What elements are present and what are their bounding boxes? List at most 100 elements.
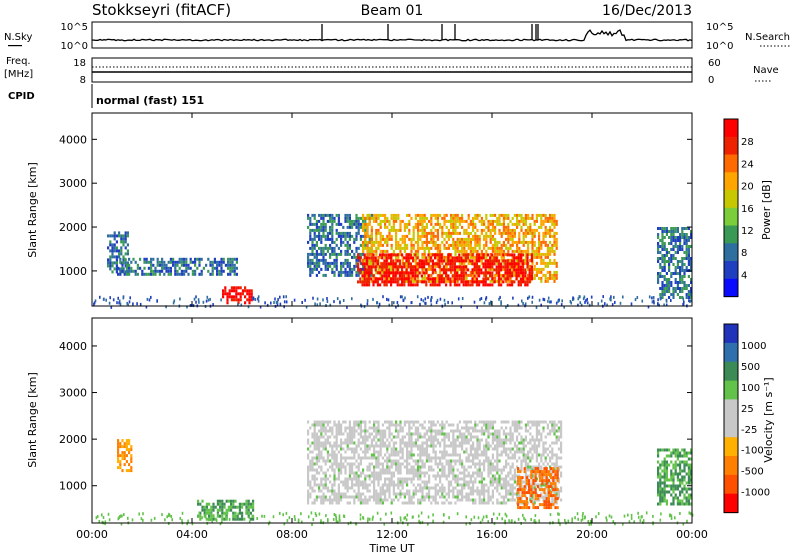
velocity-cell-2 [344,450,347,454]
velocity-cell-0 [130,445,133,449]
velocity-cell-2 [379,429,382,433]
power-cell-4 [500,231,503,235]
power-cell-0 [118,231,121,235]
velocity-cell-2 [414,429,417,433]
power-cell-3 [315,255,318,259]
velocity-cell-0 [130,457,133,461]
power-cell-5 [405,271,408,275]
velocity-cell-2 [335,441,338,445]
velocity-cell-2 [381,486,384,490]
velocity-cell-2 [483,432,486,436]
power-cell-4 [386,225,389,229]
velocity-cell-2 [359,462,362,466]
power-cell-5 [357,265,360,269]
velocity-cell-0 [119,454,122,458]
power-cell-4 [436,237,439,241]
power-cell-4 [434,222,437,226]
power-cell-6 [668,269,671,272]
power-cell-4 [368,252,371,256]
velocity-cell-2 [500,501,503,505]
velocity-cell-2 [395,492,398,496]
velocity-cell-2 [373,492,376,496]
power-ground-scatter [377,305,380,309]
velocity-cell-2 [454,462,457,466]
velocity-cell-2 [511,474,514,478]
noise-left-label: N.Sky [4,32,32,43]
velocity-cell-2 [370,456,373,460]
velocity-cell-2 [318,486,321,490]
power-cell-5 [438,253,441,257]
velocity-cell-2 [357,444,360,448]
velocity-cell-2 [375,456,378,460]
velocity-cell-0 [128,439,131,443]
power-cell-4 [419,222,422,226]
power-cell-3 [353,264,356,268]
power-cell-5 [506,271,509,275]
velocity-cell-2 [322,441,325,445]
power-cell-1 [134,260,137,264]
power-cell-5 [438,274,441,278]
power-cell-5 [491,253,494,257]
power-cell-3 [315,240,318,244]
power-cell-1 [163,272,166,276]
velocity-cell-2 [353,456,356,460]
velocity-cell-2 [353,441,356,445]
power-ytick-label: 2000 [59,221,87,234]
velocity-cell-2 [485,420,488,424]
velocity-cell-2 [421,489,424,493]
velocity-cell-2 [456,468,459,472]
power-cell-5 [451,262,454,266]
power-cell-4 [428,258,431,262]
power-cell-4 [522,222,525,226]
power-cell-4 [480,231,483,235]
power-cell-1 [213,266,216,270]
velocity-cell-2 [307,441,310,445]
power-cell-5 [456,271,459,275]
velocity-cell-2 [397,429,400,433]
power-cell-5 [475,277,478,281]
velocity-cell-2 [340,423,343,427]
velocity-cell-2 [410,426,413,430]
power-ground-scatter [430,299,432,303]
power-cell-6 [668,296,671,299]
power-cell-1 [187,266,190,270]
velocity-cell-2 [335,444,338,448]
velocity-cell-2 [333,471,336,475]
velocity-cell-2 [348,495,351,499]
power-cell-4 [392,219,395,223]
velocity-cell-2 [318,450,321,454]
power-ground-scatter [531,300,533,304]
power-cell-0 [109,243,112,247]
cpid-value: normal (fast) 151 [96,94,204,107]
power-cell-4 [467,222,470,226]
velocity-cell-2 [421,480,424,484]
power-cell-3 [346,252,349,256]
velocity-cell-2 [434,498,437,502]
power-cell-4 [366,213,369,217]
power-cell-4 [432,237,435,241]
velocity-cell-2 [434,435,437,439]
velocity-cell-2 [450,462,453,466]
power-cell-5 [508,253,511,257]
power-cell-5 [440,268,443,272]
velocity-cell-2 [331,456,334,460]
velocity-cell-2 [502,468,505,472]
velocity-cell-2 [472,498,475,502]
power-cell-4 [553,222,556,226]
power-ground-scatter [586,297,588,301]
velocity-cell-2 [419,477,422,481]
velocity-cell-2 [421,462,424,466]
power-cell-3 [359,222,362,226]
power-cell-4 [527,267,530,271]
velocity-data [95,420,694,526]
power-cell-6 [665,230,668,233]
power-cell-1 [167,260,170,264]
velocity-cell-2 [502,447,505,451]
power-cell-6 [683,269,686,272]
velocity-cell-2 [478,489,481,493]
velocity-cell-2 [359,426,362,430]
power-cell-4 [388,234,391,238]
power-cell-4 [381,270,384,274]
power-cell-6 [690,296,693,299]
